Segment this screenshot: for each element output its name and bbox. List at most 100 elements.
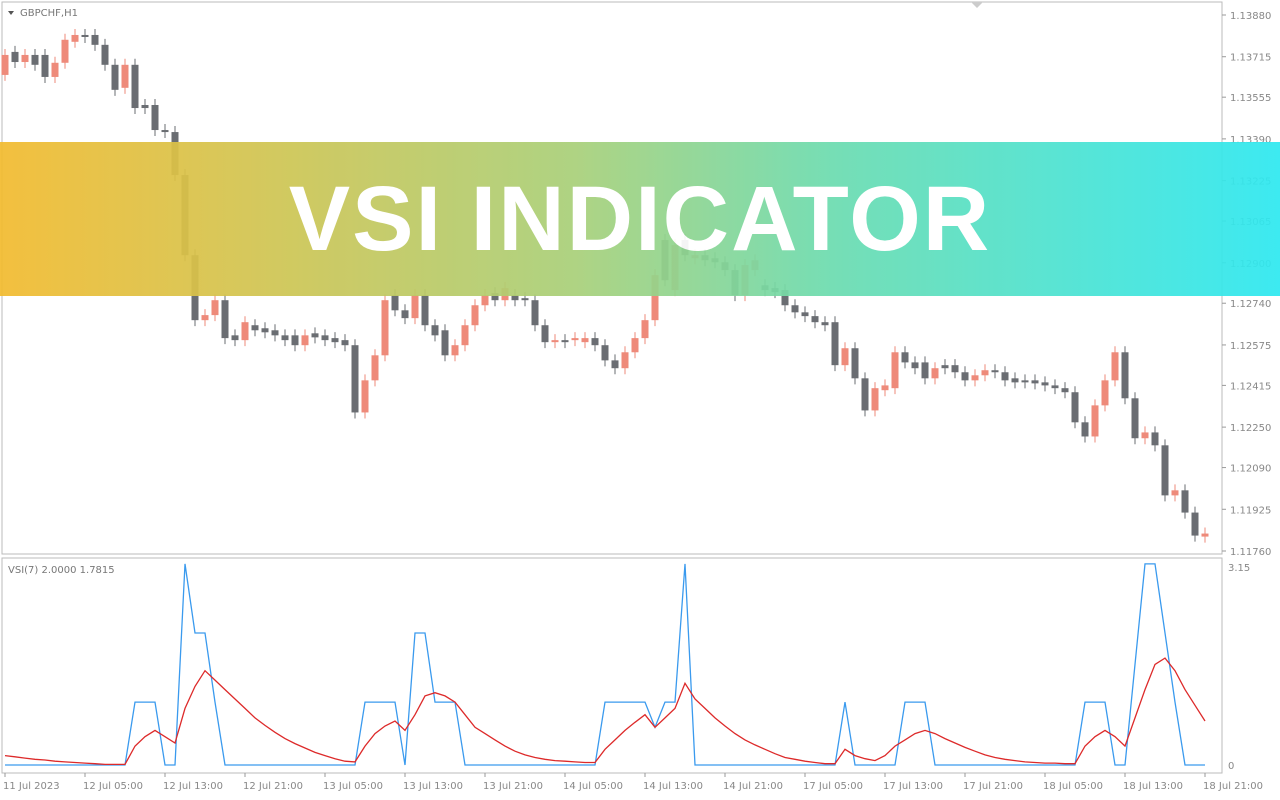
candle-bearish: [441, 330, 449, 356]
candle-bearish: [531, 300, 539, 326]
candle-bullish: [1171, 490, 1179, 496]
candle-bearish: [591, 338, 599, 346]
candle-bullish: [981, 370, 989, 376]
candle-bullish: [1111, 352, 1119, 381]
shift-marker-icon[interactable]: [971, 2, 983, 8]
candle-bearish: [1161, 445, 1169, 496]
indicator-layer: [4, 563, 1206, 766]
time-tick-label: 12 Jul 05:00: [83, 781, 143, 792]
candle-bullish: [571, 338, 579, 341]
time-tick-label: 18 Jul 13:00: [1123, 781, 1183, 792]
candle-bullish: [1141, 432, 1149, 439]
indicator-axis: 3.15 0: [1228, 563, 1250, 772]
candle-bearish: [1121, 352, 1129, 399]
indicator-label: VSI(7) 2.0000 1.7815: [8, 565, 115, 576]
time-tick-label: 14 Jul 05:00: [563, 781, 623, 792]
candle-bullish: [891, 352, 899, 389]
candle-bullish: [361, 380, 369, 413]
candle-bearish: [851, 348, 859, 379]
candle-bearish: [1131, 398, 1139, 439]
candle-bearish: [1051, 385, 1059, 389]
time-tick-label: 11 Jul 2023: [3, 781, 60, 792]
candle-bullish: [1201, 533, 1209, 537]
candle-bullish: [931, 368, 939, 379]
candle-bearish: [1181, 490, 1189, 513]
time-tick-label: 12 Jul 13:00: [163, 781, 223, 792]
price-tick-label: 1.11925: [1230, 505, 1271, 516]
candle-bearish: [221, 300, 229, 339]
candle-bearish: [911, 362, 919, 369]
price-tick-label: 1.12250: [1230, 423, 1271, 434]
candle-bearish: [111, 64, 119, 90]
candle-bearish: [611, 360, 619, 369]
title-banner: VSI INDICATOR: [0, 142, 1280, 296]
time-tick-label: 14 Jul 21:00: [723, 781, 783, 792]
candle-bullish: [871, 388, 879, 411]
candle-bearish: [1191, 512, 1199, 536]
candle-bullish: [841, 348, 849, 366]
time-tick-label: 17 Jul 05:00: [803, 781, 863, 792]
candle-bullish: [481, 295, 489, 306]
indicator-tick-label: 3.15: [1228, 563, 1250, 574]
candle-bearish: [1061, 388, 1069, 393]
candle-bearish: [11, 51, 19, 63]
time-tick-label: 13 Jul 21:00: [483, 781, 543, 792]
price-tick-label: 1.13715: [1230, 53, 1271, 64]
candle-bearish: [541, 325, 549, 343]
candle-bullish: [1, 54, 9, 75]
candle-bearish: [1041, 382, 1049, 386]
candle-bearish: [1011, 378, 1019, 383]
price-tick-label: 1.12740: [1230, 299, 1271, 310]
candle-bearish: [311, 333, 319, 338]
candle-bearish: [331, 338, 339, 343]
candle-bearish: [491, 293, 499, 301]
time-axis: 11 Jul 2023 12 Jul 05:00 12 Jul 13:00 12 Ju…: [3, 773, 1263, 792]
candle-bearish: [31, 54, 39, 65]
dropdown-triangle-icon[interactable]: [8, 11, 14, 15]
candle-bullish: [301, 335, 309, 346]
candle-bearish: [1151, 432, 1159, 446]
candle-bullish: [61, 39, 69, 63]
candle-bearish: [1071, 392, 1079, 423]
banner-title: VSI INDICATOR: [288, 167, 992, 270]
price-tick-label: 1.12575: [1230, 341, 1271, 352]
candle-bullish: [461, 325, 469, 346]
candle-bearish: [421, 295, 429, 326]
price-tick-label: 1.12090: [1230, 464, 1271, 475]
symbol-label: GBPCHF,H1: [20, 8, 78, 19]
price-tick-label: 1.13390: [1230, 135, 1271, 146]
candle-bullish: [451, 345, 459, 356]
candle-bearish: [291, 335, 299, 346]
candle-bearish: [251, 325, 259, 331]
candle-bearish: [781, 290, 789, 306]
time-tick-label: 12 Jul 21:00: [243, 781, 303, 792]
candle-bearish: [1001, 372, 1009, 381]
candle-bearish: [791, 305, 799, 313]
indicator-tick-label: 0: [1228, 761, 1234, 772]
candle-bullish: [21, 54, 29, 63]
candle-bearish: [901, 352, 909, 363]
candle-bearish: [941, 365, 949, 369]
candle-bullish: [621, 352, 629, 369]
price-tick-label: 1.13880: [1230, 11, 1271, 22]
candle-bearish: [801, 312, 809, 317]
candle-bullish: [241, 322, 249, 341]
candle-bearish: [961, 372, 969, 381]
candle-bullish: [651, 275, 659, 321]
candle-bullish: [581, 338, 589, 343]
candle-bullish: [371, 355, 379, 381]
candle-bearish: [991, 370, 999, 373]
candle-bearish: [261, 328, 269, 333]
candle-bearish: [391, 295, 399, 311]
indicator-panel[interactable]: [1, 557, 1223, 774]
candle-bearish: [921, 362, 929, 379]
candle-bearish: [141, 105, 149, 109]
candle-bullish: [411, 295, 419, 319]
candle-bearish: [41, 54, 49, 77]
time-tick-label: 18 Jul 21:00: [1203, 781, 1263, 792]
price-tick-label: 1.11760: [1230, 547, 1271, 558]
candle-bearish: [951, 365, 959, 373]
candle-bearish: [861, 378, 869, 411]
candle-bearish: [271, 330, 279, 336]
